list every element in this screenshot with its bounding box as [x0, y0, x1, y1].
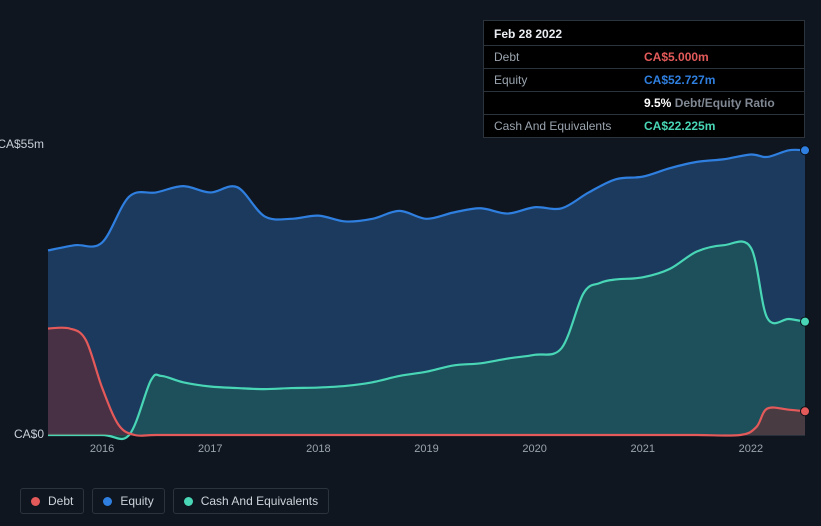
- x-axis-label: 2021: [631, 443, 655, 455]
- legend-label: Equity: [120, 494, 153, 508]
- legend-item-equity[interactable]: Equity: [92, 488, 164, 514]
- financial-chart: Feb 28 2022 DebtCA$5.000mEquityCA$52.727…: [0, 0, 821, 526]
- legend-label: Cash And Equivalents: [201, 494, 318, 508]
- x-axis-label: 2016: [90, 443, 114, 455]
- x-axis-label: 2017: [198, 443, 222, 455]
- tooltip-value: CA$22.225m: [644, 119, 715, 133]
- legend-swatch: [184, 497, 193, 506]
- x-axis-label: 2018: [306, 443, 330, 455]
- y-axis-label: CA$55m: [0, 137, 44, 151]
- tooltip-row: DebtCA$5.000m: [484, 46, 804, 69]
- x-axis-label: 2022: [739, 443, 763, 455]
- y-axis-label: CA$0: [14, 427, 44, 441]
- legend-label: Debt: [48, 494, 73, 508]
- x-axis-label: 2020: [522, 443, 546, 455]
- chart-legend: Debt Equity Cash And Equivalents: [20, 488, 329, 514]
- x-axis-label: 2019: [414, 443, 438, 455]
- tooltip-label: [494, 96, 644, 110]
- tooltip-value: 9.5% Debt/Equity Ratio: [644, 96, 775, 110]
- tooltip-label: Debt: [494, 50, 644, 64]
- legend-item-cash[interactable]: Cash And Equivalents: [173, 488, 329, 514]
- tooltip-title: Feb 28 2022: [484, 21, 804, 46]
- tooltip-rows: DebtCA$5.000mEquityCA$52.727m9.5% Debt/E…: [484, 46, 804, 137]
- tooltip-label: Equity: [494, 73, 644, 87]
- tooltip-row: EquityCA$52.727m: [484, 69, 804, 92]
- tooltip-value: CA$5.000m: [644, 50, 709, 64]
- tooltip-label: Cash And Equivalents: [494, 119, 644, 133]
- legend-swatch: [103, 497, 112, 506]
- legend-swatch: [31, 497, 40, 506]
- legend-item-debt[interactable]: Debt: [20, 488, 84, 514]
- chart-tooltip: Feb 28 2022 DebtCA$5.000mEquityCA$52.727…: [483, 20, 805, 138]
- tooltip-row: Cash And EquivalentsCA$22.225m: [484, 115, 804, 137]
- tooltip-value: CA$52.727m: [644, 73, 715, 87]
- tooltip-row: 9.5% Debt/Equity Ratio: [484, 92, 804, 115]
